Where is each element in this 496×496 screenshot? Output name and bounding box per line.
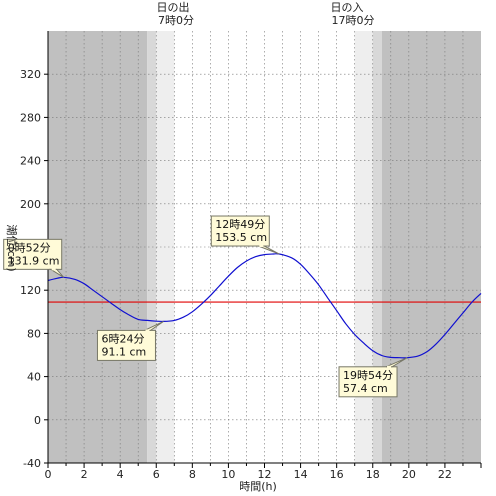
- x-tick-label: 22: [438, 468, 452, 481]
- annotation-box: [96, 329, 156, 361]
- y-tick-label: 40: [27, 371, 41, 384]
- annotation-time: 12時49分: [215, 218, 265, 231]
- y-tick-label: 240: [20, 155, 41, 168]
- x-tick-label: 16: [330, 468, 344, 481]
- sunrise-time-label: 7時0分: [158, 14, 194, 27]
- annotation-box: [3, 238, 63, 270]
- y-tick-label: 0: [34, 414, 41, 427]
- annotation-box: [210, 215, 270, 247]
- annotation-box: [338, 366, 398, 398]
- x-tick-label: 8: [189, 468, 196, 481]
- x-tick-label: 4: [117, 468, 124, 481]
- y-tick-label: 80: [27, 327, 41, 340]
- dawn-region: [354, 31, 373, 463]
- y-tick-label: -40: [23, 457, 41, 470]
- annotation-value: 131.9 cm: [8, 254, 60, 267]
- x-tick-label: 14: [294, 468, 308, 481]
- y-axis-title: 潮位(cm): [5, 224, 19, 271]
- x-tick-label: 6: [153, 468, 160, 481]
- sunset-label: 日の入: [331, 1, 364, 14]
- y-tick-label: 120: [20, 284, 41, 297]
- annotation-value: 91.1 cm: [101, 345, 146, 358]
- x-tick-label: 0: [45, 468, 52, 481]
- x-tick-label: 18: [366, 468, 380, 481]
- twilight-region: [147, 31, 157, 463]
- sunrise-label: 日の出: [157, 0, 190, 14]
- x-tick-labels: 0 2 4 6 8 10 12 14 16 18 20 22: [45, 468, 452, 481]
- x-tick-label: 12: [258, 468, 272, 481]
- sunset-time-label: 17時0分: [332, 14, 375, 27]
- y-tick-label: 320: [20, 68, 41, 81]
- sun-labels: 日の出 7時0分 日の入 17時0分: [157, 0, 375, 27]
- y-tick-label: 200: [20, 198, 41, 211]
- annotation-time: 19時54分: [343, 369, 393, 382]
- x-axis-title: 時間(h): [239, 480, 277, 493]
- y-tick-label: 280: [20, 111, 41, 124]
- x-tick-label: 2: [81, 468, 88, 481]
- x-tick-label: 20: [402, 468, 416, 481]
- annotation-value: 57.4 cm: [343, 382, 388, 395]
- annotation-time: 6時24分: [101, 332, 144, 345]
- annotation-value: 153.5 cm: [215, 231, 267, 244]
- x-tick-label: 10: [221, 468, 235, 481]
- annotation-time: 0時52分: [8, 241, 51, 254]
